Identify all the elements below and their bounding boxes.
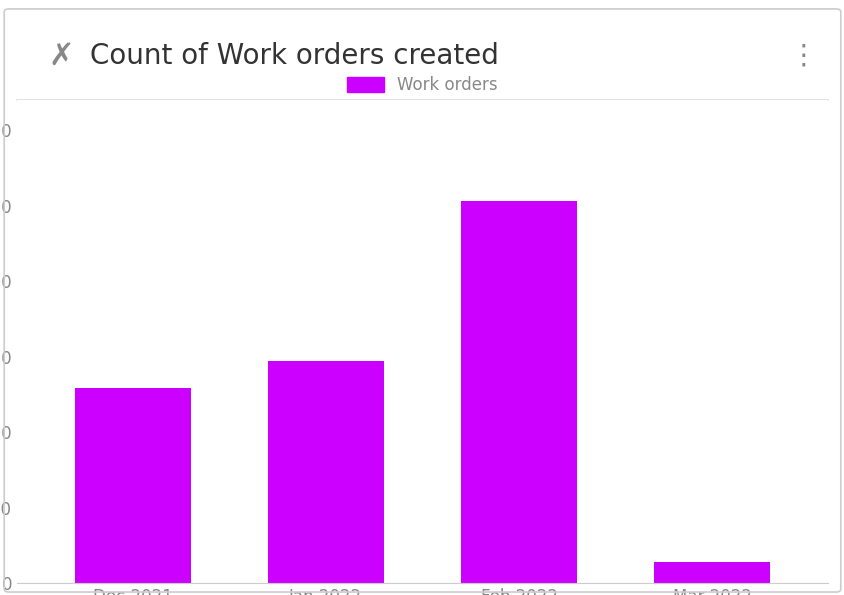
Bar — [461, 201, 576, 583]
Bar — [268, 361, 383, 583]
Bar — [75, 389, 191, 583]
Text: ✗: ✗ — [49, 41, 74, 70]
Text: ⋮: ⋮ — [789, 42, 817, 70]
Text: Count of Work orders created: Count of Work orders created — [89, 42, 498, 70]
Bar — [653, 562, 769, 583]
Legend: Work orders: Work orders — [340, 70, 504, 101]
